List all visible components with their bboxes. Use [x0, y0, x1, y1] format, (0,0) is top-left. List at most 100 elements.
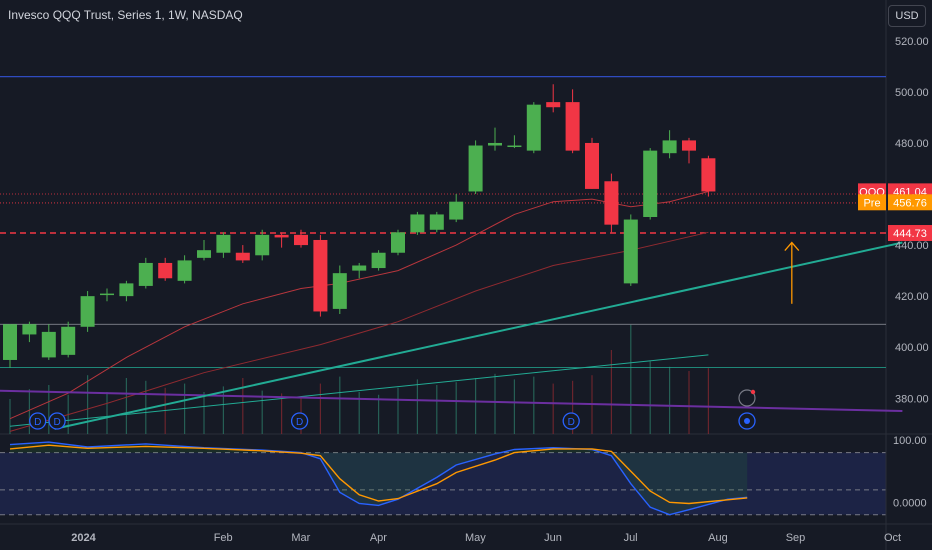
price-label-box	[888, 225, 932, 242]
price-tick-label: 420.00	[895, 291, 929, 303]
volume-bar	[281, 393, 283, 434]
price-label-tag	[858, 194, 886, 211]
volume-bar	[145, 380, 147, 434]
price-axis: 380.00 400.00 420.00 440.00 480.00 500.00 520.…	[893, 36, 929, 509]
candle-body	[526, 104, 541, 151]
time-tick-label: Apr	[370, 532, 387, 544]
volume-bar	[48, 385, 50, 434]
dividend-icon	[29, 412, 47, 430]
time-tick-label: Aug	[708, 532, 728, 544]
volume-bar	[610, 350, 612, 434]
volume-bar	[572, 380, 574, 434]
candle-body	[3, 324, 17, 360]
time-tick-label: Jun	[544, 532, 562, 544]
price-label-value: 444.73	[893, 228, 927, 240]
volume-bar	[416, 379, 418, 434]
candle-body	[61, 326, 76, 355]
time-tick-label: May	[465, 532, 486, 544]
candle-body	[662, 140, 677, 154]
price-tick-label: 400.00	[895, 342, 929, 354]
price-tick-label: 480.00	[895, 138, 929, 150]
volume-bar	[378, 394, 380, 434]
candle-body	[604, 181, 619, 225]
volume-bar	[261, 390, 263, 434]
candle-body	[449, 201, 464, 220]
split-icon-dot	[744, 418, 750, 424]
currency-button[interactable]: USD	[888, 5, 926, 27]
volume-bar	[513, 379, 515, 434]
candle-body	[507, 145, 522, 148]
volume-bar	[669, 366, 671, 434]
dividend-icon-letter: D	[34, 417, 41, 428]
candle-body	[119, 283, 134, 297]
candle-body	[274, 234, 289, 238]
horizontal-levels	[0, 75, 886, 369]
moving-average-teal	[9, 354, 709, 427]
volume-bar	[552, 383, 554, 434]
oscillator-tick-label: 0.0000	[893, 497, 927, 509]
volume-bar	[397, 387, 399, 434]
chart-title: Invesco QQQ Trust, Series 1, 1W, NASDAQ	[8, 8, 243, 22]
volume-bar	[125, 378, 127, 434]
candle-body	[546, 102, 561, 108]
candle-body	[80, 296, 95, 327]
dividend-icon-letter: D	[568, 417, 575, 428]
volume-bar	[494, 373, 496, 434]
price-tick-label: 500.00	[895, 87, 929, 99]
candle-body	[332, 273, 347, 309]
candles[interactable]	[3, 84, 716, 368]
oscillator-line-rsi_orange	[9, 444, 748, 505]
trendline	[54, 241, 903, 430]
candle-body	[138, 262, 153, 286]
price-tick-label: 520.00	[895, 36, 929, 48]
candle-body	[100, 293, 114, 296]
dividend-icon-letter: D	[53, 417, 60, 428]
volume-bar	[339, 376, 341, 434]
time-tick-label: Sep	[786, 532, 806, 544]
oscillator-tick-label: 100.00	[893, 435, 927, 447]
volume-bar	[242, 378, 244, 434]
volume-bar	[455, 382, 457, 434]
volume-bar	[630, 324, 632, 434]
candle-body	[643, 150, 658, 217]
volume-bar	[358, 392, 360, 434]
candle-body	[41, 331, 56, 358]
candle-body	[197, 250, 211, 258]
candle-body	[313, 239, 328, 312]
candle-body	[216, 234, 231, 253]
candle-body	[488, 142, 502, 146]
time-tick-label: 2024	[71, 532, 96, 544]
dividend-icon-letter: D	[296, 417, 303, 428]
volume-bar	[436, 385, 438, 434]
dividend-icon	[290, 412, 309, 430]
candle-body	[177, 260, 192, 281]
time-tick-label: Feb	[214, 532, 233, 544]
candle-body	[623, 219, 638, 284]
volume-bar	[106, 392, 108, 434]
volume-bar	[9, 399, 11, 434]
candle-body	[585, 142, 599, 189]
price-label-box	[888, 194, 932, 211]
volume-bar	[688, 371, 690, 434]
candle-body	[235, 252, 250, 261]
candle-body	[701, 158, 716, 192]
price-label-value: 456.76	[893, 197, 927, 209]
price-tick-label: 440.00	[895, 240, 929, 252]
dividend-icon	[562, 412, 580, 430]
candle-body	[294, 234, 308, 246]
oscillator-lines	[9, 441, 748, 516]
candle-body	[391, 232, 405, 253]
candle-body	[352, 265, 367, 271]
earnings-dot	[750, 389, 756, 395]
price-tick-label: 380.00	[895, 393, 929, 405]
oscillator-fill	[10, 442, 748, 515]
candle-body	[22, 324, 37, 335]
time-tick-label: Oct	[884, 532, 901, 544]
candle-body	[371, 252, 386, 269]
volume-bar	[203, 392, 205, 434]
candle-body	[429, 214, 444, 230]
indicator-lines	[0, 191, 903, 432]
